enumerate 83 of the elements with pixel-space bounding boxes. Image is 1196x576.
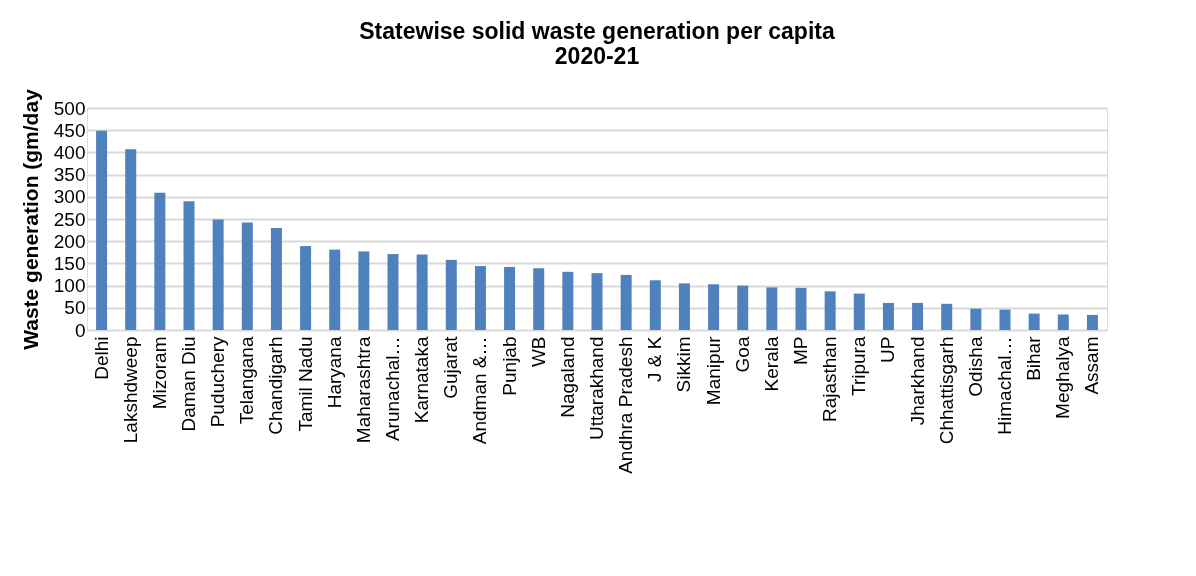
x-tick-label: Karnataka — [411, 336, 433, 424]
x-tick-label: Nagaland — [556, 336, 578, 418]
bar — [766, 287, 778, 330]
x-tick-label: Himachal… — [994, 336, 1015, 435]
x-tick-label: Meghalya — [1052, 336, 1074, 419]
bar — [824, 291, 836, 330]
x-tick-label: Punjab — [498, 336, 520, 396]
x-tick-label: Puduchery — [207, 336, 229, 428]
bar — [708, 284, 720, 330]
x-tick-label: Chhattisgarh — [935, 336, 957, 445]
x-tick-label: MP — [790, 336, 811, 365]
x-tick-label: WB — [527, 336, 549, 368]
y-tick-label: 0 — [74, 319, 86, 341]
bar — [96, 130, 108, 330]
x-tick-label: Assam — [1081, 336, 1103, 395]
y-tick-label: 200 — [53, 230, 86, 252]
y-tick-label: 350 — [53, 164, 86, 186]
bar — [970, 308, 982, 330]
bar — [329, 249, 341, 330]
y-tick-label: 50 — [64, 297, 86, 319]
bar — [445, 259, 457, 330]
y-tick-label: 250 — [53, 208, 86, 230]
y-tick-label: 150 — [53, 252, 86, 274]
bar — [212, 219, 224, 330]
bar — [125, 149, 137, 330]
bar — [533, 268, 545, 330]
x-tick-label: Daman Diu — [178, 336, 199, 432]
x-tick-label: Arunachal… — [382, 336, 403, 442]
x-tick-label: Andman &… — [469, 336, 491, 445]
bar — [270, 227, 282, 330]
x-tick-label: Chandigarh — [265, 336, 287, 435]
x-tick-label: J & K — [644, 336, 666, 382]
bar — [795, 287, 807, 330]
x-tick-label: Maharashtra — [352, 336, 374, 444]
bar — [649, 280, 661, 330]
x-tick-label: Lakshdweep — [119, 336, 141, 444]
x-tick-label: Rajasthan — [819, 336, 841, 423]
bar — [387, 254, 399, 330]
x-tick-label: Jharkhand — [906, 336, 928, 426]
x-tick-label: Kerala — [760, 336, 782, 392]
bar — [1086, 314, 1098, 330]
bar — [416, 254, 428, 330]
y-axis-title: Waste generation (gm/day — [18, 88, 42, 350]
bar — [562, 271, 574, 330]
x-tick-label: Mizoram — [148, 336, 170, 410]
bar — [882, 302, 894, 330]
bar — [912, 302, 924, 330]
bar — [241, 222, 253, 330]
x-tick-label: Delhi — [90, 336, 112, 380]
x-tick-label: Andhra Pradesh — [615, 336, 637, 474]
x-tick-label: Telangana — [236, 336, 258, 425]
x-tick-label: Tripura — [848, 336, 870, 396]
bar — [591, 273, 603, 330]
x-tick-label: Manipur — [702, 335, 724, 406]
bar — [853, 293, 865, 330]
y-tick-label: 400 — [53, 141, 86, 163]
bar — [300, 246, 312, 330]
bar — [678, 283, 690, 330]
x-tick-label: Sikkim — [673, 336, 695, 393]
y-tick-label: 300 — [53, 186, 86, 208]
bar — [620, 274, 632, 330]
bar — [504, 266, 516, 330]
bar — [1057, 314, 1069, 330]
y-tick-label: 500 — [53, 97, 86, 119]
bar — [999, 309, 1011, 330]
x-tick-label: Bihar — [1023, 335, 1045, 381]
x-tick-label: Odisha — [964, 336, 986, 397]
x-tick-label: UP — [877, 336, 899, 363]
bar — [941, 303, 953, 330]
x-tick-label: Tamil Nadu — [294, 336, 316, 432]
bar — [737, 285, 749, 330]
bar — [154, 192, 166, 330]
x-tick-label: Gujarat — [440, 335, 462, 399]
x-tick-label: Goa — [731, 336, 753, 373]
x-tick-label: Uttarakhand — [586, 336, 607, 441]
bar — [358, 251, 370, 330]
y-tick-label: 100 — [53, 275, 86, 297]
bar — [1028, 313, 1040, 330]
x-tick-label: Haryana — [323, 336, 345, 409]
y-tick-label: 450 — [53, 119, 86, 141]
bar — [474, 266, 486, 330]
bar — [183, 201, 195, 330]
text: Statewise solid waste generation per capita — [359, 17, 835, 44]
